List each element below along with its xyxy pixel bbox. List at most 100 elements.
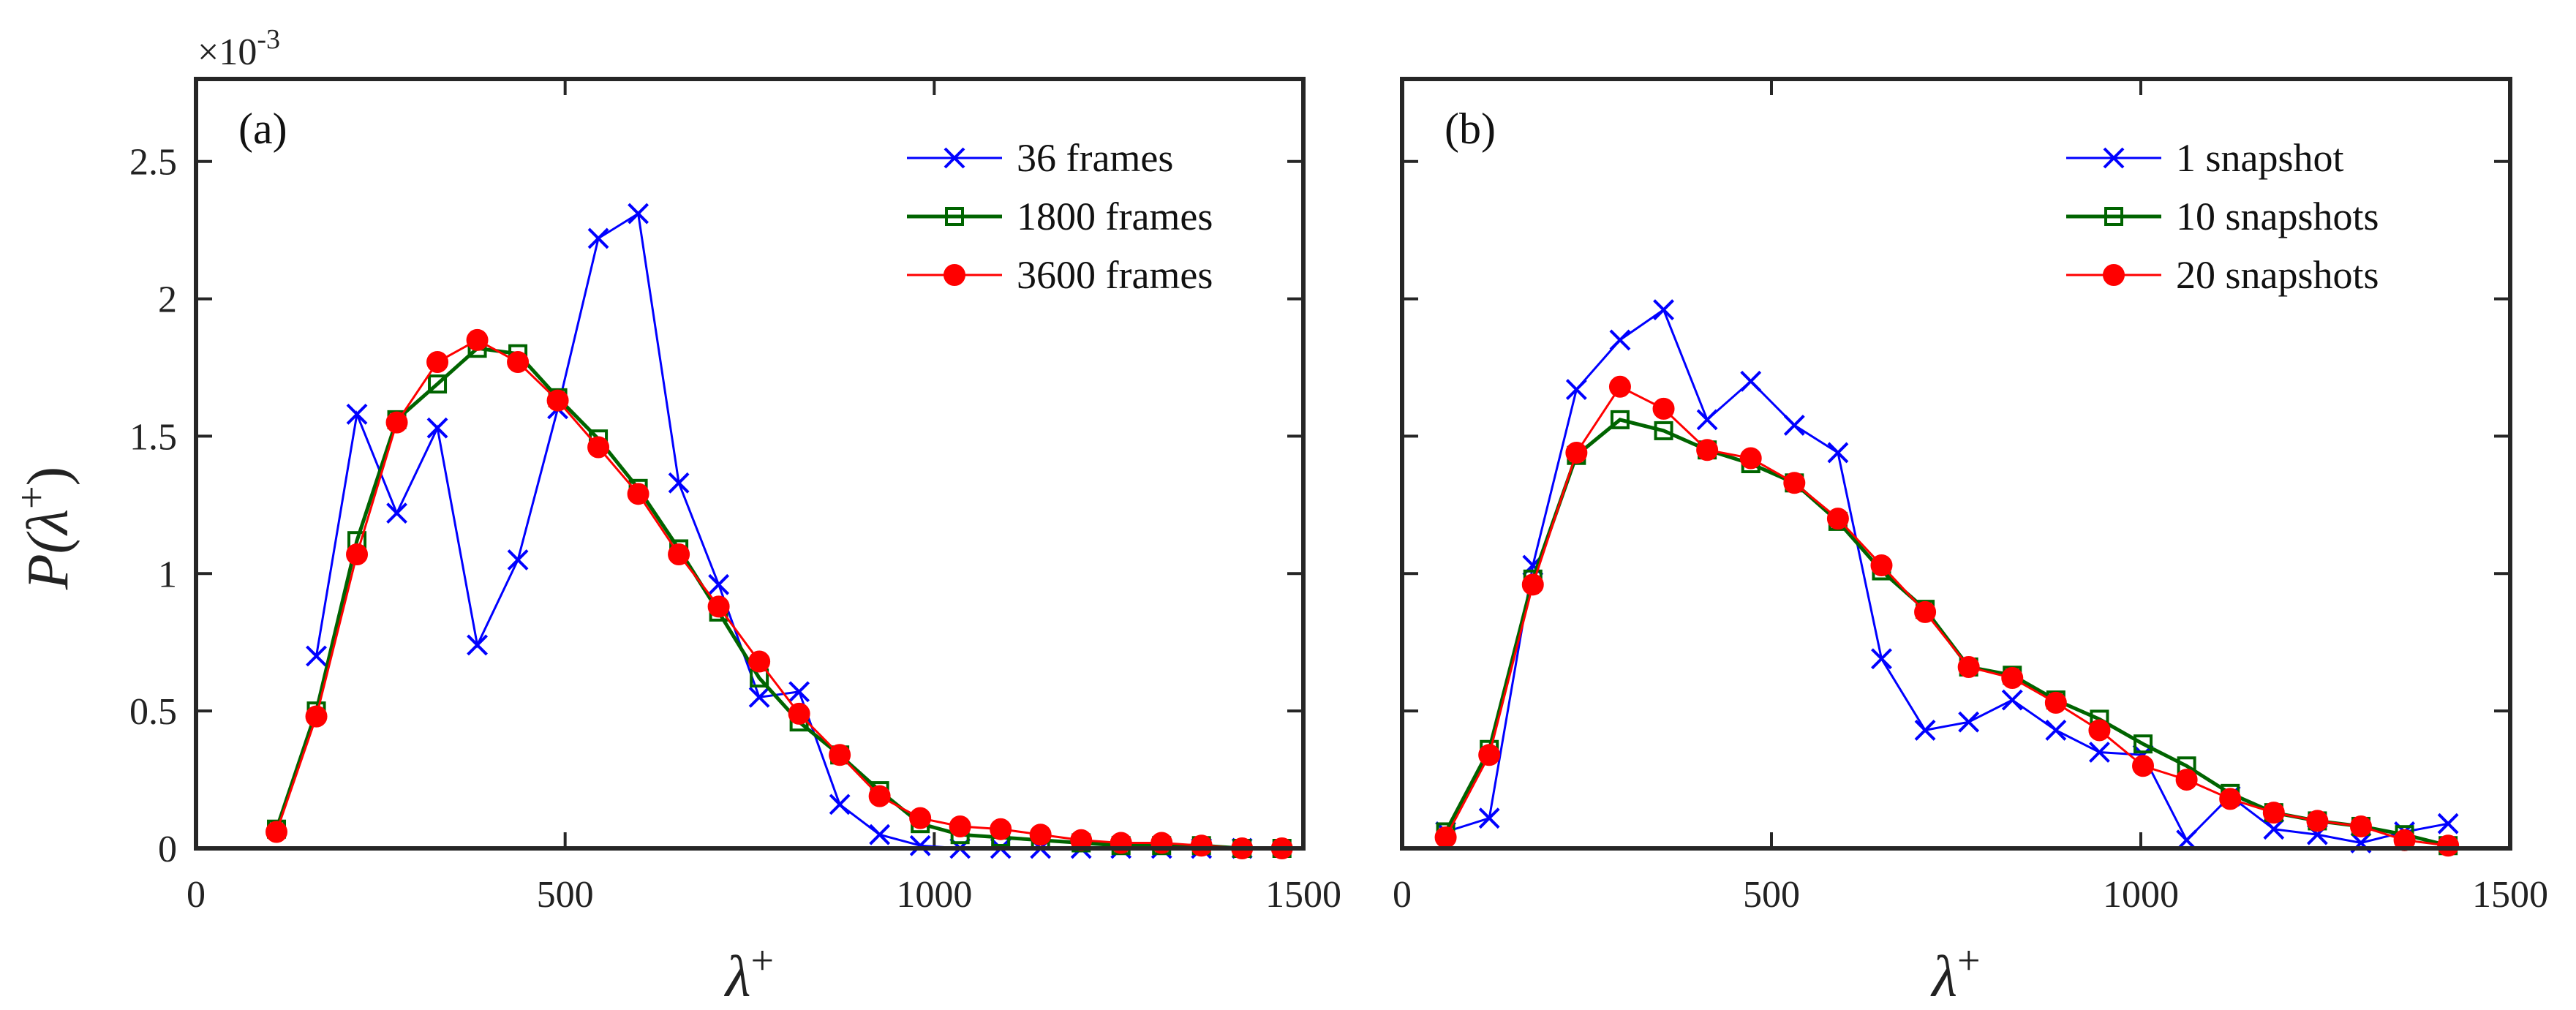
- marker-stroke: [708, 573, 730, 595]
- data-point: [1870, 554, 1893, 577]
- legend-marker: [944, 264, 965, 286]
- data-point: [1826, 508, 1849, 530]
- y-tick-label: 0.5: [129, 691, 177, 733]
- marker-stroke: [467, 634, 488, 656]
- data-point: [2132, 755, 2155, 777]
- legend-entry: 36 frames: [1017, 136, 1173, 180]
- data-point: [628, 203, 649, 225]
- marker-stroke: [507, 549, 529, 570]
- data-point: [2001, 689, 2023, 711]
- axes-frame: [194, 77, 1306, 851]
- data-point: [949, 815, 971, 837]
- y-axis-label-close: ): [16, 467, 80, 486]
- marker-stroke: [346, 403, 368, 425]
- x-tick-label: 500: [1743, 874, 1800, 916]
- series-3: [265, 328, 1293, 859]
- x-tick-label: 0: [187, 874, 206, 916]
- data-point: [587, 227, 609, 249]
- x-axis-label-sup: +: [1957, 938, 1981, 984]
- panel-label: (a): [238, 105, 287, 153]
- data-point: [1696, 439, 1719, 461]
- data-point: [1914, 600, 1937, 623]
- legend-entry: 3600 frames: [1017, 253, 1213, 297]
- data-point: [1957, 656, 1980, 679]
- marker-stroke: [587, 227, 609, 249]
- data-point: [507, 350, 530, 373]
- marker-stroke: [748, 686, 770, 708]
- data-point: [1029, 824, 1052, 846]
- data-point: [265, 821, 288, 843]
- data-point: [587, 436, 610, 459]
- data-point: [305, 705, 328, 728]
- data-point: [829, 744, 851, 766]
- marker-stroke: [1914, 720, 1936, 741]
- panel-a: 0 500 1000 1500 0 0.5 1 1.5 2 2.5 (a) 36 frames 1800…: [129, 77, 1341, 1009]
- marker-stroke: [2263, 818, 2285, 840]
- marker-stroke: [2089, 742, 2110, 763]
- data-point: [829, 794, 851, 815]
- legend: 1 snapshot 10 snapshots 20 snapshots: [2066, 136, 2379, 297]
- x-axis-label: λ+: [1930, 938, 1980, 1009]
- data-point: [627, 483, 649, 505]
- marker-stroke: [869, 824, 891, 845]
- data-point: [1739, 447, 1762, 470]
- marker-stroke: [1565, 379, 1587, 400]
- marker-stroke: [909, 834, 931, 856]
- legend-marker: [944, 147, 965, 169]
- y-tick-label: 1.5: [129, 416, 177, 458]
- data-point: [1914, 720, 1936, 741]
- data-point: [385, 411, 408, 434]
- x-tick-label: 1000: [896, 874, 972, 916]
- legend-marker: [945, 207, 964, 226]
- data-point: [2089, 742, 2110, 763]
- data-point: [2437, 813, 2459, 834]
- y-tick-label: 0: [158, 829, 177, 870]
- data-point: [2044, 691, 2067, 714]
- data-point: [869, 824, 891, 845]
- data-point: [788, 702, 810, 725]
- y-scale-exponent-base: ×10: [197, 31, 257, 73]
- data-point: [1434, 826, 1457, 848]
- data-point: [2263, 818, 2285, 840]
- data-point: [426, 417, 448, 439]
- data-point: [748, 650, 771, 673]
- marker-stroke: [1653, 299, 1674, 321]
- x-axis-label: λ+: [724, 938, 774, 1009]
- data-point: [708, 573, 730, 595]
- data-point: [2437, 834, 2460, 857]
- marker-stroke: [1478, 807, 1500, 829]
- marker-stroke: [668, 472, 690, 494]
- legend-marker: [2103, 264, 2125, 286]
- x-tick-label: 500: [537, 874, 594, 916]
- y-tick-label: 1: [158, 554, 177, 595]
- marker-stroke: [1958, 711, 1980, 733]
- data-point: [467, 634, 488, 656]
- marker-stroke: [2001, 689, 2023, 711]
- y-scale-exponent-power: -3: [257, 24, 280, 55]
- panel-b: 0 500 1000 1500 (b) 1 snapshot 10 snapshots 20 …: [1393, 77, 2548, 1009]
- data-point: [1609, 329, 1631, 351]
- data-point: [1565, 441, 1588, 464]
- x-tick-label: 0: [1393, 874, 1412, 916]
- data-point: [2349, 815, 2372, 837]
- marker-stroke: [2437, 813, 2459, 834]
- marker-stroke: [788, 681, 810, 703]
- data-point: [1827, 442, 1849, 464]
- data-point: [909, 807, 932, 829]
- data-point: [426, 350, 449, 373]
- marker-stroke: [628, 203, 649, 225]
- data-point: [346, 543, 369, 565]
- data-point: [1958, 711, 1980, 733]
- data-point: [2001, 667, 2024, 690]
- x-axis-label-main: λ: [1930, 945, 1957, 1009]
- data-point: [1654, 421, 1673, 440]
- legend-entry: 20 snapshots: [2176, 253, 2379, 297]
- data-point: [1653, 299, 1674, 321]
- legend-marker: [2103, 147, 2125, 169]
- y-tick-label: 2.5: [129, 142, 177, 184]
- series-3: [1434, 375, 2460, 857]
- data-point: [2134, 734, 2153, 754]
- marker-stroke: [2103, 147, 2125, 169]
- y-axis-label-sup: +: [10, 486, 55, 509]
